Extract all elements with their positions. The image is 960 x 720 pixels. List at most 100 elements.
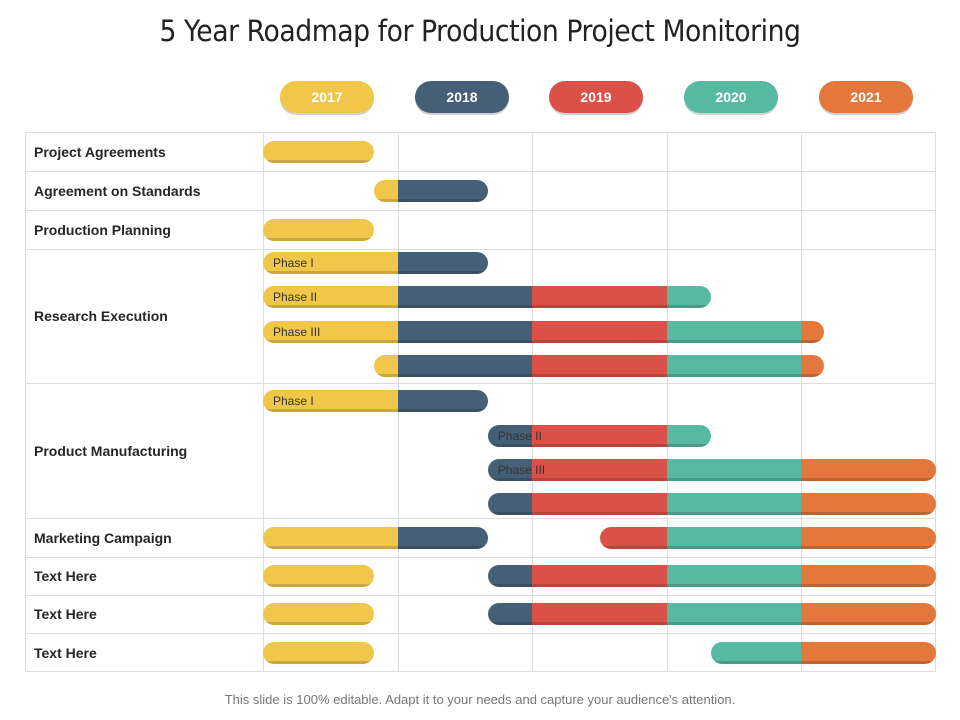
row-label: Text Here [34, 644, 97, 661]
timeline-bar [487, 493, 936, 515]
footer-note: This slide is 100% editable. Adapt it to… [224, 692, 736, 707]
bar-segment-2019 [532, 286, 667, 308]
bar-segment-2020 [666, 425, 712, 447]
timeline-bar [711, 641, 936, 664]
grid-column-divider [532, 132, 533, 672]
timeline-bar [373, 179, 488, 202]
year-pill-2020: 2020 [684, 81, 778, 113]
bar-segment-2021 [801, 526, 936, 549]
bar-segment-2021 [800, 493, 936, 515]
row-label: Agreement on Standards [34, 182, 201, 199]
bar-segment-2017 [263, 526, 398, 549]
timeline-bar [599, 526, 936, 549]
timeline-bar: Phase III [263, 321, 824, 343]
phase-label: Phase III [497, 463, 546, 477]
grid-row-divider [25, 210, 936, 211]
timeline-bar [487, 603, 936, 625]
bar-segment-2020 [667, 526, 801, 549]
timeline-bar: Phase II [487, 425, 712, 447]
phase-label: Phase I [273, 394, 314, 408]
grid-row-divider [25, 557, 936, 558]
row-label: Research Execution [34, 308, 168, 324]
timeline-bar [263, 565, 374, 587]
bar-segment-2018 [487, 603, 532, 625]
bar-segment-2020 [711, 641, 801, 664]
bar-segment-2018 [487, 459, 532, 481]
timeline-bar [263, 526, 488, 549]
phase-label: Phase I [273, 256, 314, 270]
row-label: Product Manufacturing [34, 442, 188, 459]
grid-row-divider [25, 518, 936, 519]
timeline-bar: Phase I [263, 252, 488, 274]
row-label: Marketing Campaign [34, 529, 172, 546]
year-pill-2018: 2018 [415, 81, 509, 113]
bar-segment-2020 [667, 321, 801, 343]
timeline-bar [487, 565, 936, 587]
grid-row-divider [25, 249, 936, 250]
year-pill-2017: 2017 [280, 81, 374, 113]
roadmap-grid [25, 132, 936, 672]
bar-segment-2019 [531, 355, 667, 377]
bar-segment-2017 [373, 179, 398, 202]
row-label: Project Agreements [34, 143, 166, 160]
bar-segment-2018 [487, 493, 532, 515]
bar-segment-2019 [599, 526, 667, 549]
bar-segment-2021 [800, 459, 936, 481]
timeline-bar [263, 218, 374, 241]
timeline-bar: Phase III [487, 459, 936, 481]
grid-row-divider [25, 595, 936, 596]
bar-segment-2019 [531, 493, 667, 515]
bar-segment-2018 [398, 526, 488, 549]
row-label: Text Here [34, 568, 97, 584]
phase-label: Phase III [273, 325, 321, 339]
timeline-bar [373, 355, 824, 377]
row-label: Production Planning [34, 221, 171, 238]
bar-segment-2019 [531, 459, 667, 481]
bar-segment-2018 [487, 565, 532, 587]
row-label: Text Here [34, 606, 97, 622]
grid-row-divider [25, 171, 936, 172]
bar-segment-2021 [800, 565, 936, 587]
bar-segment-2021 [801, 321, 824, 343]
bar-segment-2018 [398, 252, 488, 274]
year-pill-2019: 2019 [549, 81, 643, 113]
grid-row-divider [25, 383, 936, 384]
bar-segment-2021 [800, 641, 936, 664]
bar-segment-2019 [531, 425, 667, 447]
bar-segment-2018 [397, 355, 532, 377]
bar-segment-2018 [398, 286, 532, 308]
bar-segment-2017 [263, 321, 398, 343]
timeline-bar [263, 140, 374, 163]
bar-segment-2017 [263, 565, 374, 587]
bar-segment-2017 [263, 603, 374, 625]
bar-segment-2017 [263, 140, 374, 163]
grid-column-divider [667, 132, 668, 672]
bar-segment-2017 [263, 390, 398, 412]
bar-segment-2021 [800, 355, 824, 377]
bar-segment-2020 [666, 565, 801, 587]
bar-segment-2020 [667, 286, 712, 308]
bar-segment-2019 [531, 565, 667, 587]
bar-segment-2017 [263, 218, 374, 241]
bar-segment-2019 [532, 321, 667, 343]
phase-label: Phase II [497, 429, 542, 443]
bar-segment-2017 [263, 286, 398, 308]
page-title: 5 Year Roadmap for Production Project Mo… [159, 14, 801, 48]
bar-segment-2020 [666, 603, 801, 625]
timeline-bar [263, 641, 374, 664]
bar-segment-2020 [666, 493, 801, 515]
bar-segment-2018 [397, 179, 488, 202]
bar-segment-2017 [263, 641, 374, 664]
grid-column-divider [801, 132, 802, 672]
bar-segment-2018 [398, 321, 532, 343]
timeline-bar [263, 603, 374, 625]
timeline-bar: Phase II [263, 286, 712, 308]
timeline-bar: Phase I [263, 390, 488, 412]
bar-segment-2020 [666, 355, 801, 377]
bar-segment-2017 [263, 252, 398, 274]
year-pill-2021: 2021 [819, 81, 913, 113]
grid-row-divider [25, 633, 936, 634]
bar-segment-2019 [531, 603, 667, 625]
bar-segment-2017 [373, 355, 398, 377]
bar-segment-2020 [666, 459, 801, 481]
